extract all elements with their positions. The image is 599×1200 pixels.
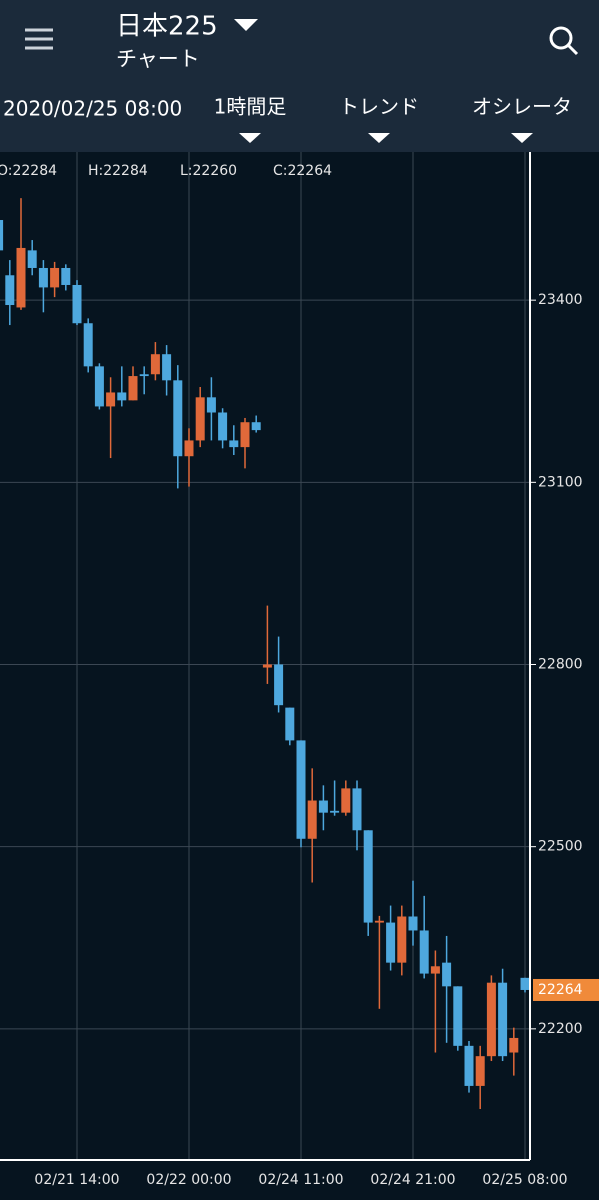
candle-body (498, 982, 508, 1057)
y-tick-label: 22500 (538, 839, 583, 855)
candle-body (83, 323, 93, 367)
candle-body (229, 440, 239, 448)
x-tick-label: 02/24 11:00 (258, 1172, 343, 1188)
candle-body (464, 1045, 474, 1086)
candle-body (206, 397, 216, 413)
candle-body (72, 284, 82, 324)
trend-select[interactable]: トレンド (339, 95, 419, 119)
ohlc-high: H:22284 (88, 163, 148, 179)
candle-body (27, 250, 37, 268)
search-button[interactable] (549, 26, 579, 56)
candle-body (341, 788, 351, 813)
candle-body (397, 916, 407, 963)
candle-body (307, 800, 317, 839)
interval-dropdown[interactable] (239, 133, 261, 143)
candle-body (352, 788, 362, 831)
candle-body (128, 376, 138, 401)
candle-body (419, 930, 429, 974)
x-tick-label: 02/21 14:00 (34, 1172, 119, 1188)
header-bg (0, 0, 599, 152)
last-price-box (533, 978, 599, 1001)
candle-body (509, 1037, 519, 1053)
y-tick-label: 22200 (538, 1021, 583, 1037)
candle-body (184, 440, 194, 457)
candle-body (150, 354, 160, 375)
ohlc-low: L:22260 (180, 163, 237, 179)
y-tick-label: 22800 (538, 657, 583, 673)
candle-body (430, 966, 440, 974)
candle-body (5, 275, 15, 306)
candle-body (408, 916, 418, 931)
ohlc-open: O:22284 (0, 163, 57, 179)
axis-labels: 22200 22500 22800 23100 23400 02/21 14:00 02/2… (34, 292, 599, 1188)
instrument-title[interactable]: 日本225 (116, 12, 218, 42)
candle-body (475, 1056, 485, 1086)
candle-body (318, 800, 328, 813)
candle-body (386, 922, 396, 963)
x-tick-label: 02/22 00:00 (146, 1172, 231, 1188)
ohlc-close: C:22264 (273, 163, 332, 179)
x-tick-label: 02/24 21:00 (370, 1172, 455, 1188)
candle-body (363, 830, 373, 923)
menu-button[interactable] (25, 28, 53, 50)
candle-body (16, 247, 26, 308)
candle-body (50, 267, 60, 288)
candle-body (274, 664, 284, 706)
candle-body (94, 366, 104, 407)
x-tick-label: 02/25 08:00 (482, 1172, 567, 1188)
candle-body (486, 982, 496, 1057)
candle-body (106, 392, 116, 407)
oscillator-dropdown[interactable] (511, 133, 533, 143)
candle-body (453, 986, 463, 1046)
candle-body (240, 422, 250, 448)
candle-body (173, 380, 183, 457)
oscillator-select[interactable]: オシレータ (472, 95, 572, 119)
search-icon (566, 43, 579, 56)
candle-body (374, 920, 384, 923)
search-icon (549, 26, 573, 50)
candle-body (262, 664, 272, 668)
candle-body (218, 412, 228, 441)
y-tick-label: 23100 (538, 474, 583, 490)
candle-body (285, 707, 295, 741)
candle-body (520, 977, 530, 990)
y-tick-label: 23400 (538, 292, 583, 308)
candle-body (61, 267, 71, 285)
subtitle: チャート (116, 47, 200, 71)
candle-body (442, 962, 452, 987)
trend-dropdown[interactable] (368, 133, 390, 143)
candle-body (38, 267, 48, 288)
datetime: 2020/02/25 08:00 (3, 97, 182, 121)
last-price-label: 22264 (538, 982, 583, 998)
candle-body (162, 354, 172, 381)
candle-body (139, 374, 149, 377)
candle-body (330, 810, 340, 813)
candle-body (296, 740, 306, 839)
candles (0, 198, 530, 1109)
candle-body (117, 392, 127, 401)
instrument-dropdown[interactable] (234, 19, 258, 31)
candle-body (0, 220, 4, 251)
interval-select[interactable]: 1時間足 (214, 95, 287, 119)
candle-body (251, 422, 261, 431)
candle-body (195, 397, 205, 441)
